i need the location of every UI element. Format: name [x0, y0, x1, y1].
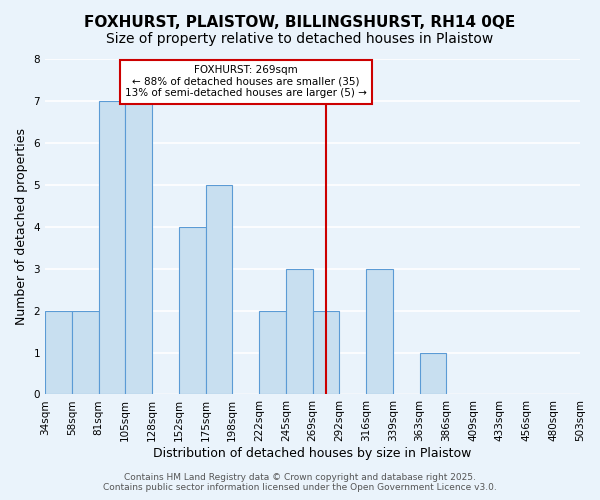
Bar — [286, 268, 313, 394]
Y-axis label: Number of detached properties: Number of detached properties — [15, 128, 28, 325]
Bar — [419, 352, 446, 395]
Bar — [98, 101, 125, 394]
Bar — [125, 101, 152, 394]
Bar — [313, 310, 339, 394]
Bar — [179, 226, 206, 394]
Bar — [45, 310, 72, 394]
X-axis label: Distribution of detached houses by size in Plaistow: Distribution of detached houses by size … — [154, 447, 472, 460]
Bar — [72, 310, 98, 394]
Bar — [206, 185, 232, 394]
Bar — [259, 310, 286, 394]
Text: FOXHURST: 269sqm
← 88% of detached houses are smaller (35)
13% of semi-detached : FOXHURST: 269sqm ← 88% of detached house… — [125, 66, 367, 98]
Text: Size of property relative to detached houses in Plaistow: Size of property relative to detached ho… — [106, 32, 494, 46]
Text: FOXHURST, PLAISTOW, BILLINGSHURST, RH14 0QE: FOXHURST, PLAISTOW, BILLINGSHURST, RH14 … — [85, 15, 515, 30]
Bar — [366, 268, 393, 394]
Text: Contains HM Land Registry data © Crown copyright and database right 2025.
Contai: Contains HM Land Registry data © Crown c… — [103, 473, 497, 492]
